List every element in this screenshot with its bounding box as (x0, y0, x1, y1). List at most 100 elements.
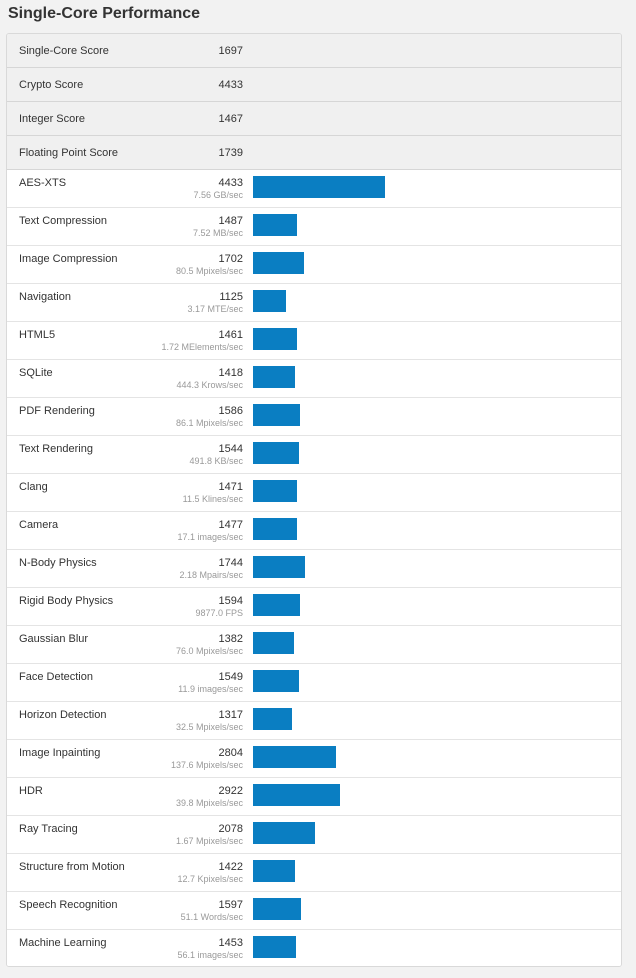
benchmark-score: 2922 (218, 785, 243, 797)
score-bar (253, 556, 305, 578)
benchmark-throughput: 2.18 Mpairs/sec (179, 570, 243, 580)
benchmark-name: Image Inpainting (19, 747, 101, 759)
benchmark-score: 1702 (218, 253, 243, 265)
benchmark-name: Image Compression (19, 253, 118, 265)
score-bar (253, 480, 297, 502)
summary-value: 1467 (218, 113, 243, 125)
benchmark-row: Camera 1477 17.1 images/sec (7, 512, 621, 550)
score-bar (253, 442, 299, 464)
benchmark-name: Speech Recognition (19, 899, 118, 911)
score-bar (253, 784, 340, 806)
benchmark-score: 1744 (218, 557, 243, 569)
benchmark-throughput: 76.0 Mpixels/sec (175, 646, 243, 656)
benchmark-row: Gaussian Blur 1382 76.0 Mpixels/sec (7, 626, 621, 664)
benchmark-name: AES-XTS (19, 177, 67, 189)
benchmark-score: 2078 (218, 823, 243, 835)
benchmark-name: Text Rendering (19, 443, 93, 455)
benchmark-row: AES-XTS 4433 7.56 GB/sec (7, 170, 621, 208)
benchmark-score: 1317 (218, 709, 243, 721)
score-bar (253, 670, 299, 692)
benchmark-name: Navigation (19, 291, 71, 303)
summary-row: Integer Score 1467 (7, 102, 621, 136)
summary-row: Crypto Score 4433 (7, 68, 621, 102)
benchmark-row: Text Rendering 1544 491.8 KB/sec (7, 436, 621, 474)
summary-name: Single-Core Score (19, 45, 109, 57)
score-bar (253, 176, 385, 198)
benchmark-name: Ray Tracing (19, 823, 78, 835)
score-bar (253, 822, 315, 844)
benchmark-throughput: 17.1 images/sec (177, 532, 243, 542)
benchmark-row: Image Compression 1702 80.5 Mpixels/sec (7, 246, 621, 284)
benchmark-name: Camera (19, 519, 59, 531)
benchmark-name: Machine Learning (19, 937, 107, 949)
benchmark-score: 4433 (218, 177, 243, 189)
summary-value: 1739 (218, 147, 243, 159)
benchmark-score: 1453 (218, 937, 243, 949)
benchmark-throughput: 86.1 Mpixels/sec (175, 418, 243, 428)
benchmark-name: Gaussian Blur (19, 633, 89, 645)
score-bar (253, 708, 292, 730)
benchmark-row: Speech Recognition 1597 51.1 Words/sec (7, 892, 621, 930)
benchmark-score: 1382 (218, 633, 243, 645)
summary-name: Floating Point Score (19, 147, 119, 159)
summary-name: Crypto Score (19, 79, 84, 91)
score-bar (253, 404, 300, 426)
benchmark-name: PDF Rendering (19, 405, 95, 417)
benchmark-score: 1544 (218, 443, 243, 455)
score-bar (253, 328, 297, 350)
benchmark-score: 1586 (218, 405, 243, 417)
benchmark-score: 1125 (219, 291, 243, 303)
score-bar (253, 746, 336, 768)
benchmark-throughput: 7.52 MB/sec (192, 228, 243, 238)
benchmark-row: HTML5 1461 1.72 MElements/sec (7, 322, 621, 360)
benchmark-throughput: 137.6 Mpixels/sec (170, 760, 243, 770)
benchmark-name: N-Body Physics (19, 557, 97, 569)
page-title: Single-Core Performance (8, 5, 201, 22)
benchmark-row: Structure from Motion 1422 12.7 Kpixels/se… (7, 854, 621, 892)
score-bar (253, 632, 294, 654)
benchmark-score: 1477 (218, 519, 243, 531)
score-bar (253, 214, 297, 236)
summary-section: Single-Core Score 1697 Crypto Score 4433 Int… (7, 34, 621, 170)
benchmark-throughput: 3.17 MTE/sec (187, 304, 243, 314)
benchmark-throughput: 1.72 MElements/sec (161, 342, 243, 352)
benchmark-throughput: 11.5 Klines/sec (182, 494, 243, 504)
benchmark-score: 1594 (218, 595, 243, 607)
score-bar (253, 366, 295, 388)
benchmark-name: HTML5 (19, 329, 56, 341)
benchmark-throughput: 7.56 GB/sec (193, 190, 243, 200)
summary-name: Integer Score (19, 113, 86, 125)
benchmark-row: Face Detection 1549 11.9 images/sec (7, 664, 621, 702)
benchmark-name: Clang (19, 481, 48, 493)
benchmark-name: Face Detection (19, 671, 93, 683)
benchmark-throughput: 11.9 images/sec (178, 684, 243, 694)
benchmark-throughput: 51.1 Words/sec (180, 912, 243, 922)
summary-value: 4433 (218, 79, 243, 91)
benchmark-score: 1422 (218, 861, 243, 873)
summary-value: 1697 (218, 45, 243, 57)
summary-row: Single-Core Score 1697 (7, 34, 621, 68)
benchmark-name: HDR (19, 785, 43, 797)
benchmark-score: 1461 (218, 329, 243, 341)
benchmark-throughput: 491.8 KB/sec (189, 456, 243, 466)
benchmark-name: SQLite (19, 367, 53, 379)
benchmark-row: Clang 1471 11.5 Klines/sec (7, 474, 621, 512)
score-bar (253, 518, 297, 540)
results-panel: Single-Core Score 1697 Crypto Score 4433 Int… (6, 33, 622, 967)
benchmark-name: Structure from Motion (19, 861, 125, 873)
benchmark-score: 1418 (218, 367, 243, 379)
benchmark-throughput: 444.3 Krows/sec (176, 380, 243, 390)
benchmark-row: Ray Tracing 2078 1.67 Mpixels/sec (7, 816, 621, 854)
benchmark-throughput: 1.67 Mpixels/sec (175, 836, 243, 846)
score-bar (253, 898, 301, 920)
score-bar (253, 290, 286, 312)
benchmark-row: HDR 2922 39.8 Mpixels/sec (7, 778, 621, 816)
score-bar (253, 594, 300, 616)
benchmark-row: Text Compression 1487 7.52 MB/sec (7, 208, 621, 246)
benchmark-throughput: 32.5 Mpixels/sec (175, 722, 243, 732)
benchmark-row: Image Inpainting 2804 137.6 Mpixels/sec (7, 740, 621, 778)
summary-row: Floating Point Score 1739 (7, 136, 621, 170)
benchmark-throughput: 80.5 Mpixels/sec (175, 266, 243, 276)
score-bar (253, 860, 295, 882)
benchmark-throughput: 12.7 Kpixels/sec (177, 874, 243, 884)
